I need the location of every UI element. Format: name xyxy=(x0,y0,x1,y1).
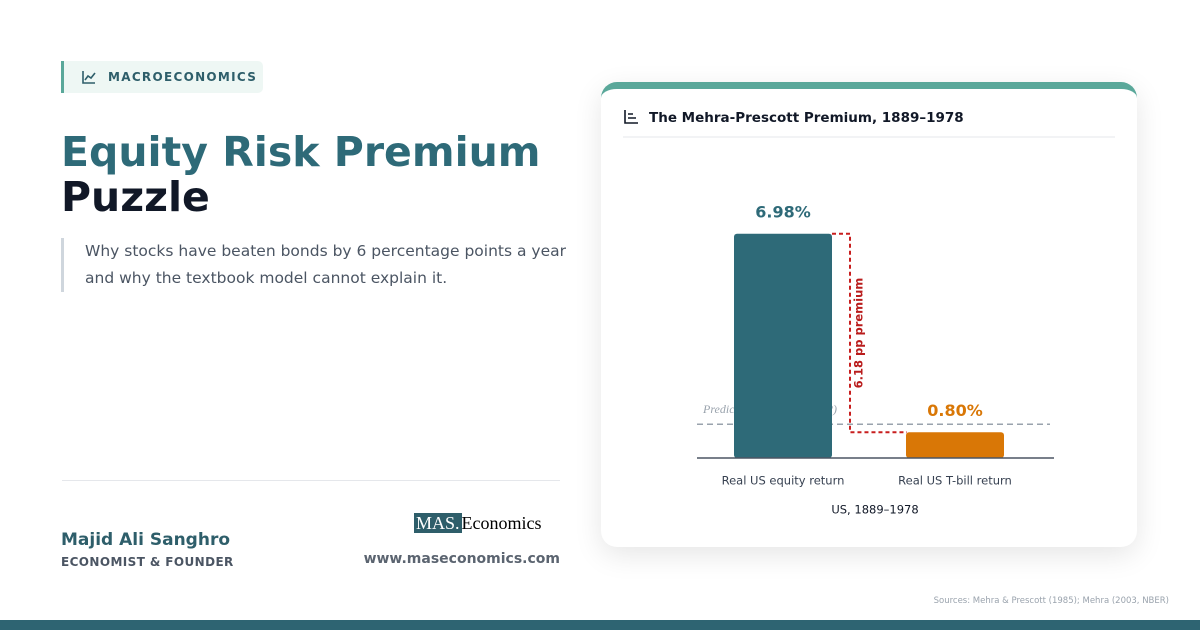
chart-icon xyxy=(624,110,638,124)
premium-bracket xyxy=(832,232,907,434)
sources: Sources: Mehra & Prescott (1985); Mehra … xyxy=(933,596,1169,606)
chart-card xyxy=(601,82,1137,547)
footer-bar xyxy=(0,620,1200,630)
chart-title: The Mehra-Prescott Premium, 1889–1978 xyxy=(649,110,964,126)
premium-label: 6.18 pp premium xyxy=(852,278,866,389)
tag: MACROECONOMICS xyxy=(61,61,263,93)
url[interactable]: www.maseconomics.com xyxy=(363,551,560,567)
x-axis-label: US, 1889–1978 xyxy=(831,503,918,517)
value-label: 6.98% xyxy=(755,202,811,221)
logo-mark: MAS. xyxy=(414,513,462,533)
divider xyxy=(62,480,560,481)
value-label: 0.80% xyxy=(927,401,983,420)
logo-text: Economics xyxy=(461,513,542,533)
x-tick-label: Real US equity return xyxy=(722,474,845,488)
logo: MAS. Economics xyxy=(414,513,542,534)
tag-text: MACROECONOMICS xyxy=(108,70,258,84)
subtitle: Why stocks have beaten bonds by 6 percen… xyxy=(61,238,575,292)
bar xyxy=(734,233,832,458)
author-role: ECONOMIST & FOUNDER xyxy=(61,555,234,569)
bar xyxy=(906,432,1004,458)
title: Puzzle xyxy=(61,173,210,221)
author-name: Majid Ali Sanghro xyxy=(61,530,231,550)
x-tick-label: Real US T-bill return xyxy=(898,474,1012,488)
title: Equity Risk Premium xyxy=(61,128,541,176)
tag-icon xyxy=(82,71,96,84)
